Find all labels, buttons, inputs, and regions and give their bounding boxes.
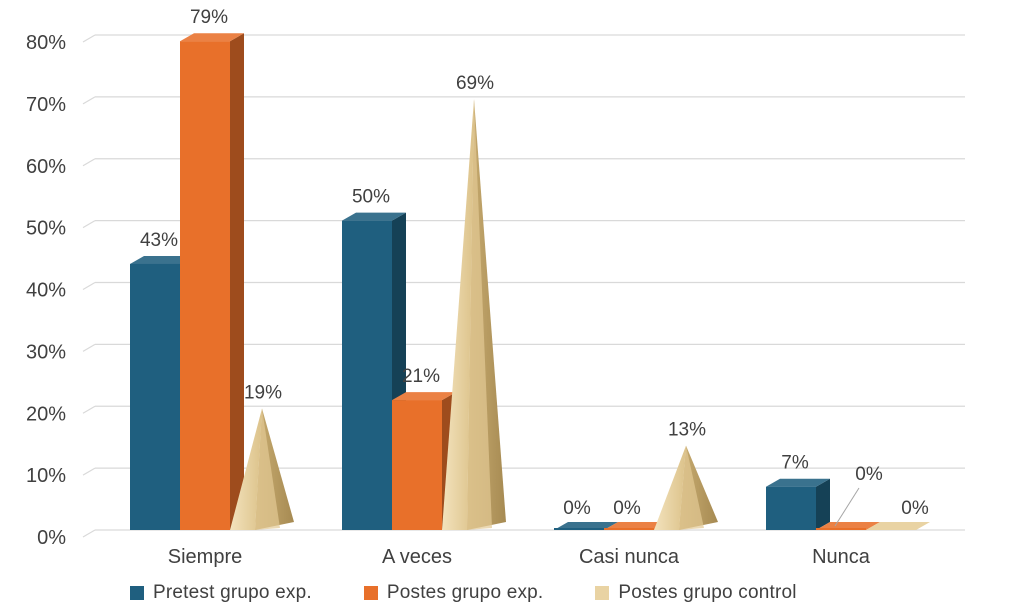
legend-swatch-pretest [130, 586, 144, 600]
data-label: 69% [456, 73, 494, 94]
data-label: 43% [140, 230, 178, 251]
label-leader-line [834, 487, 860, 527]
legend-item-postest-exp: Postes grupo exp. [363, 582, 544, 604]
y-tick-label: 50% [26, 218, 66, 240]
x-tick-label: Casi nunca [579, 546, 680, 568]
chart: 0% 10% 20% 30% 40% 50% 60% 70% 80% Siempre A vece… [26, 7, 965, 568]
data-labels: 43% 50% 0% 7% 79% 21% 0% 0% 19% 69% 13% 0% [140, 7, 929, 527]
y-tick-label: 60% [26, 156, 66, 178]
gridline-stub [82, 343, 96, 352]
legend: Pretest grupo exp. Postes grupo exp. Pos… [130, 578, 1020, 608]
gridline-stub [82, 96, 96, 105]
y-axis: 0% 10% 20% 30% 40% 50% 60% 70% 80% [26, 32, 66, 549]
legend-swatch-postest-exp [363, 586, 378, 600]
y-tick-label: 10% [26, 465, 66, 487]
x-tick-label: A veces [382, 546, 452, 568]
bar-postes-grupo-exp-casi-nunca [604, 522, 668, 530]
y-tick-label: 0% [37, 527, 66, 549]
data-label: 21% [402, 366, 440, 387]
data-label: 0% [855, 464, 883, 485]
bar-postes-grupo-exp-siempre [180, 33, 244, 530]
data-label: 50% [352, 187, 390, 208]
gridline-stub [82, 405, 96, 414]
data-label: 0% [901, 498, 929, 519]
y-tick-label: 70% [26, 94, 66, 116]
gridline-stub [82, 220, 96, 229]
bar-pretest-grupo-exp-casi-nunca [554, 522, 618, 530]
bar-postes-grupo-control-siempre [230, 408, 294, 530]
legend-item-pretest: Pretest grupo exp. [130, 582, 312, 604]
y-tick-label: 20% [26, 403, 66, 425]
legend-item-postest-control: Postes grupo control [595, 582, 796, 604]
bar-postes-grupo-exp-a-veces [392, 392, 456, 530]
bar-postes-grupo-control-casi-nunca [654, 445, 718, 530]
data-label: 79% [190, 7, 228, 28]
legend-label-pretest: Pretest grupo exp. [153, 582, 312, 603]
gridline-stub [82, 529, 96, 538]
x-tick-label: Siempre [168, 546, 242, 568]
data-label: 7% [781, 453, 809, 474]
gridline-stub [82, 281, 96, 291]
gridline-stub [82, 467, 96, 476]
gridline-stub [82, 34, 96, 43]
legend-label-postest-exp: Postes grupo exp. [386, 582, 544, 603]
y-tick-label: 30% [26, 341, 66, 363]
y-tick-label: 40% [26, 280, 66, 302]
x-tick-label: Nunca [812, 546, 871, 568]
data-label: 0% [563, 498, 591, 519]
bar-pretest-grupo-exp-nunca [766, 478, 830, 530]
y-tick-label: 80% [26, 32, 66, 54]
x-axis: Siempre A veces Casi nunca Nunca [168, 546, 871, 568]
legend-label-postest-control: Postes grupo control [618, 582, 797, 603]
data-label: 0% [613, 498, 641, 519]
bar-postes-grupo-control-nunca [866, 522, 930, 530]
legend-swatch-postest-control [595, 586, 610, 600]
plot-area [130, 33, 930, 530]
data-label: 19% [244, 382, 282, 403]
bar-pretest-grupo-exp-a-veces [342, 212, 406, 530]
bar-postes-grupo-exp-nunca [816, 522, 880, 530]
bar-postes-grupo-control-a-veces [442, 99, 506, 530]
gridline-stub [82, 158, 96, 167]
data-label: 13% [668, 420, 706, 441]
